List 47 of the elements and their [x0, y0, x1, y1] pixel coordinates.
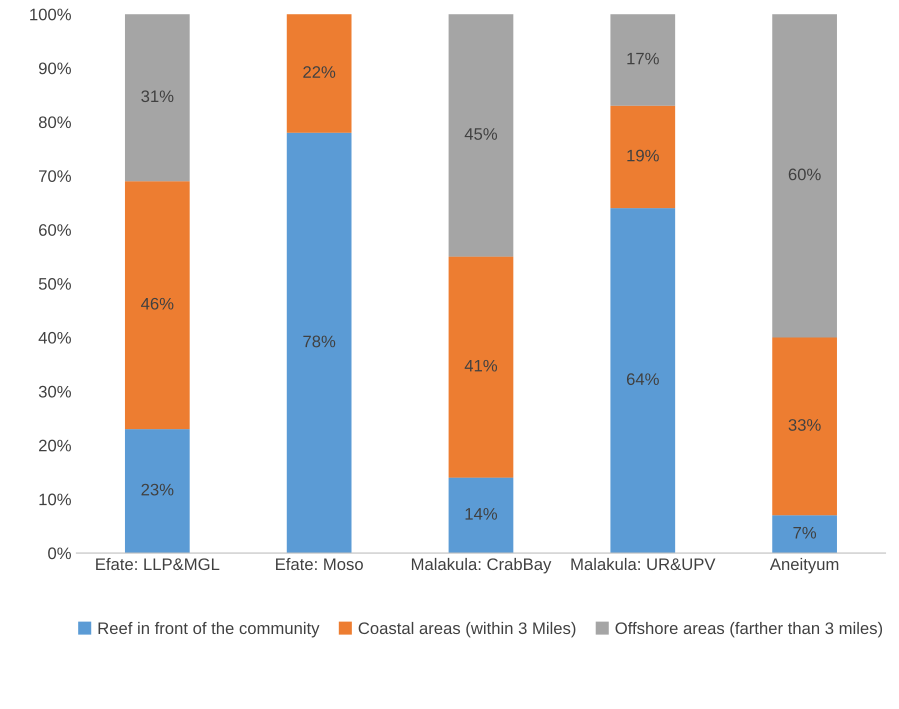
data-label: 23% — [141, 484, 174, 496]
x-tick-label: Efate: Moso — [276, 558, 363, 570]
data-label: 41% — [464, 360, 498, 372]
data-label: 33% — [788, 419, 821, 431]
data-label: 45% — [464, 128, 498, 140]
y-tick-label: 70% — [39, 170, 71, 182]
data-label: 46% — [141, 298, 174, 310]
data-label: 19% — [627, 150, 659, 162]
legend-label: Coastal areas (within 3 Miles) — [358, 622, 576, 638]
x-tick-label: Malakula: CrabBay — [412, 558, 552, 574]
x-tick-label: Malakula: UR&UPV — [571, 558, 716, 570]
bar — [772, 515, 837, 554]
data-label: 17% — [627, 52, 659, 64]
y-tick-label: 20% — [39, 440, 71, 452]
bar — [286, 14, 352, 133]
y-tick-label: 80% — [38, 116, 71, 128]
y-tick-label: 100% — [30, 8, 71, 20]
y-tick-label: 10% — [39, 494, 71, 506]
data-label: 14% — [466, 508, 498, 520]
y-tick-label: 60% — [39, 224, 71, 236]
x-tick-label: Efate: LLP&MGL — [96, 558, 220, 570]
data-label: 64% — [626, 373, 659, 386]
bar — [124, 181, 190, 430]
y-tick-label: 0% — [48, 547, 71, 560]
y-tick-label: 30% — [38, 386, 71, 398]
bar — [448, 14, 514, 257]
data-label: 7% — [793, 526, 816, 539]
x-tick-label: Aneityum — [770, 558, 838, 574]
data-label: 78% — [303, 336, 336, 348]
data-label: 22% — [303, 66, 336, 78]
data-label: 31% — [141, 90, 174, 102]
bar — [124, 429, 190, 554]
bar — [124, 14, 190, 182]
data-label: 60% — [788, 168, 821, 180]
bar — [286, 132, 352, 554]
bar — [610, 208, 676, 554]
bar — [772, 14, 837, 338]
legend-label: Reef in front of the community — [98, 622, 320, 638]
bar — [772, 337, 837, 516]
bar — [610, 14, 676, 106]
y-tick-label: 50% — [38, 278, 71, 290]
bar — [448, 478, 514, 554]
bar — [610, 106, 676, 208]
legend-label: Offshore areas (farther than 3 miles) — [616, 622, 882, 638]
bar — [448, 256, 514, 478]
y-tick-label: 40% — [38, 332, 71, 344]
y-tick-label: 90% — [38, 62, 71, 74]
